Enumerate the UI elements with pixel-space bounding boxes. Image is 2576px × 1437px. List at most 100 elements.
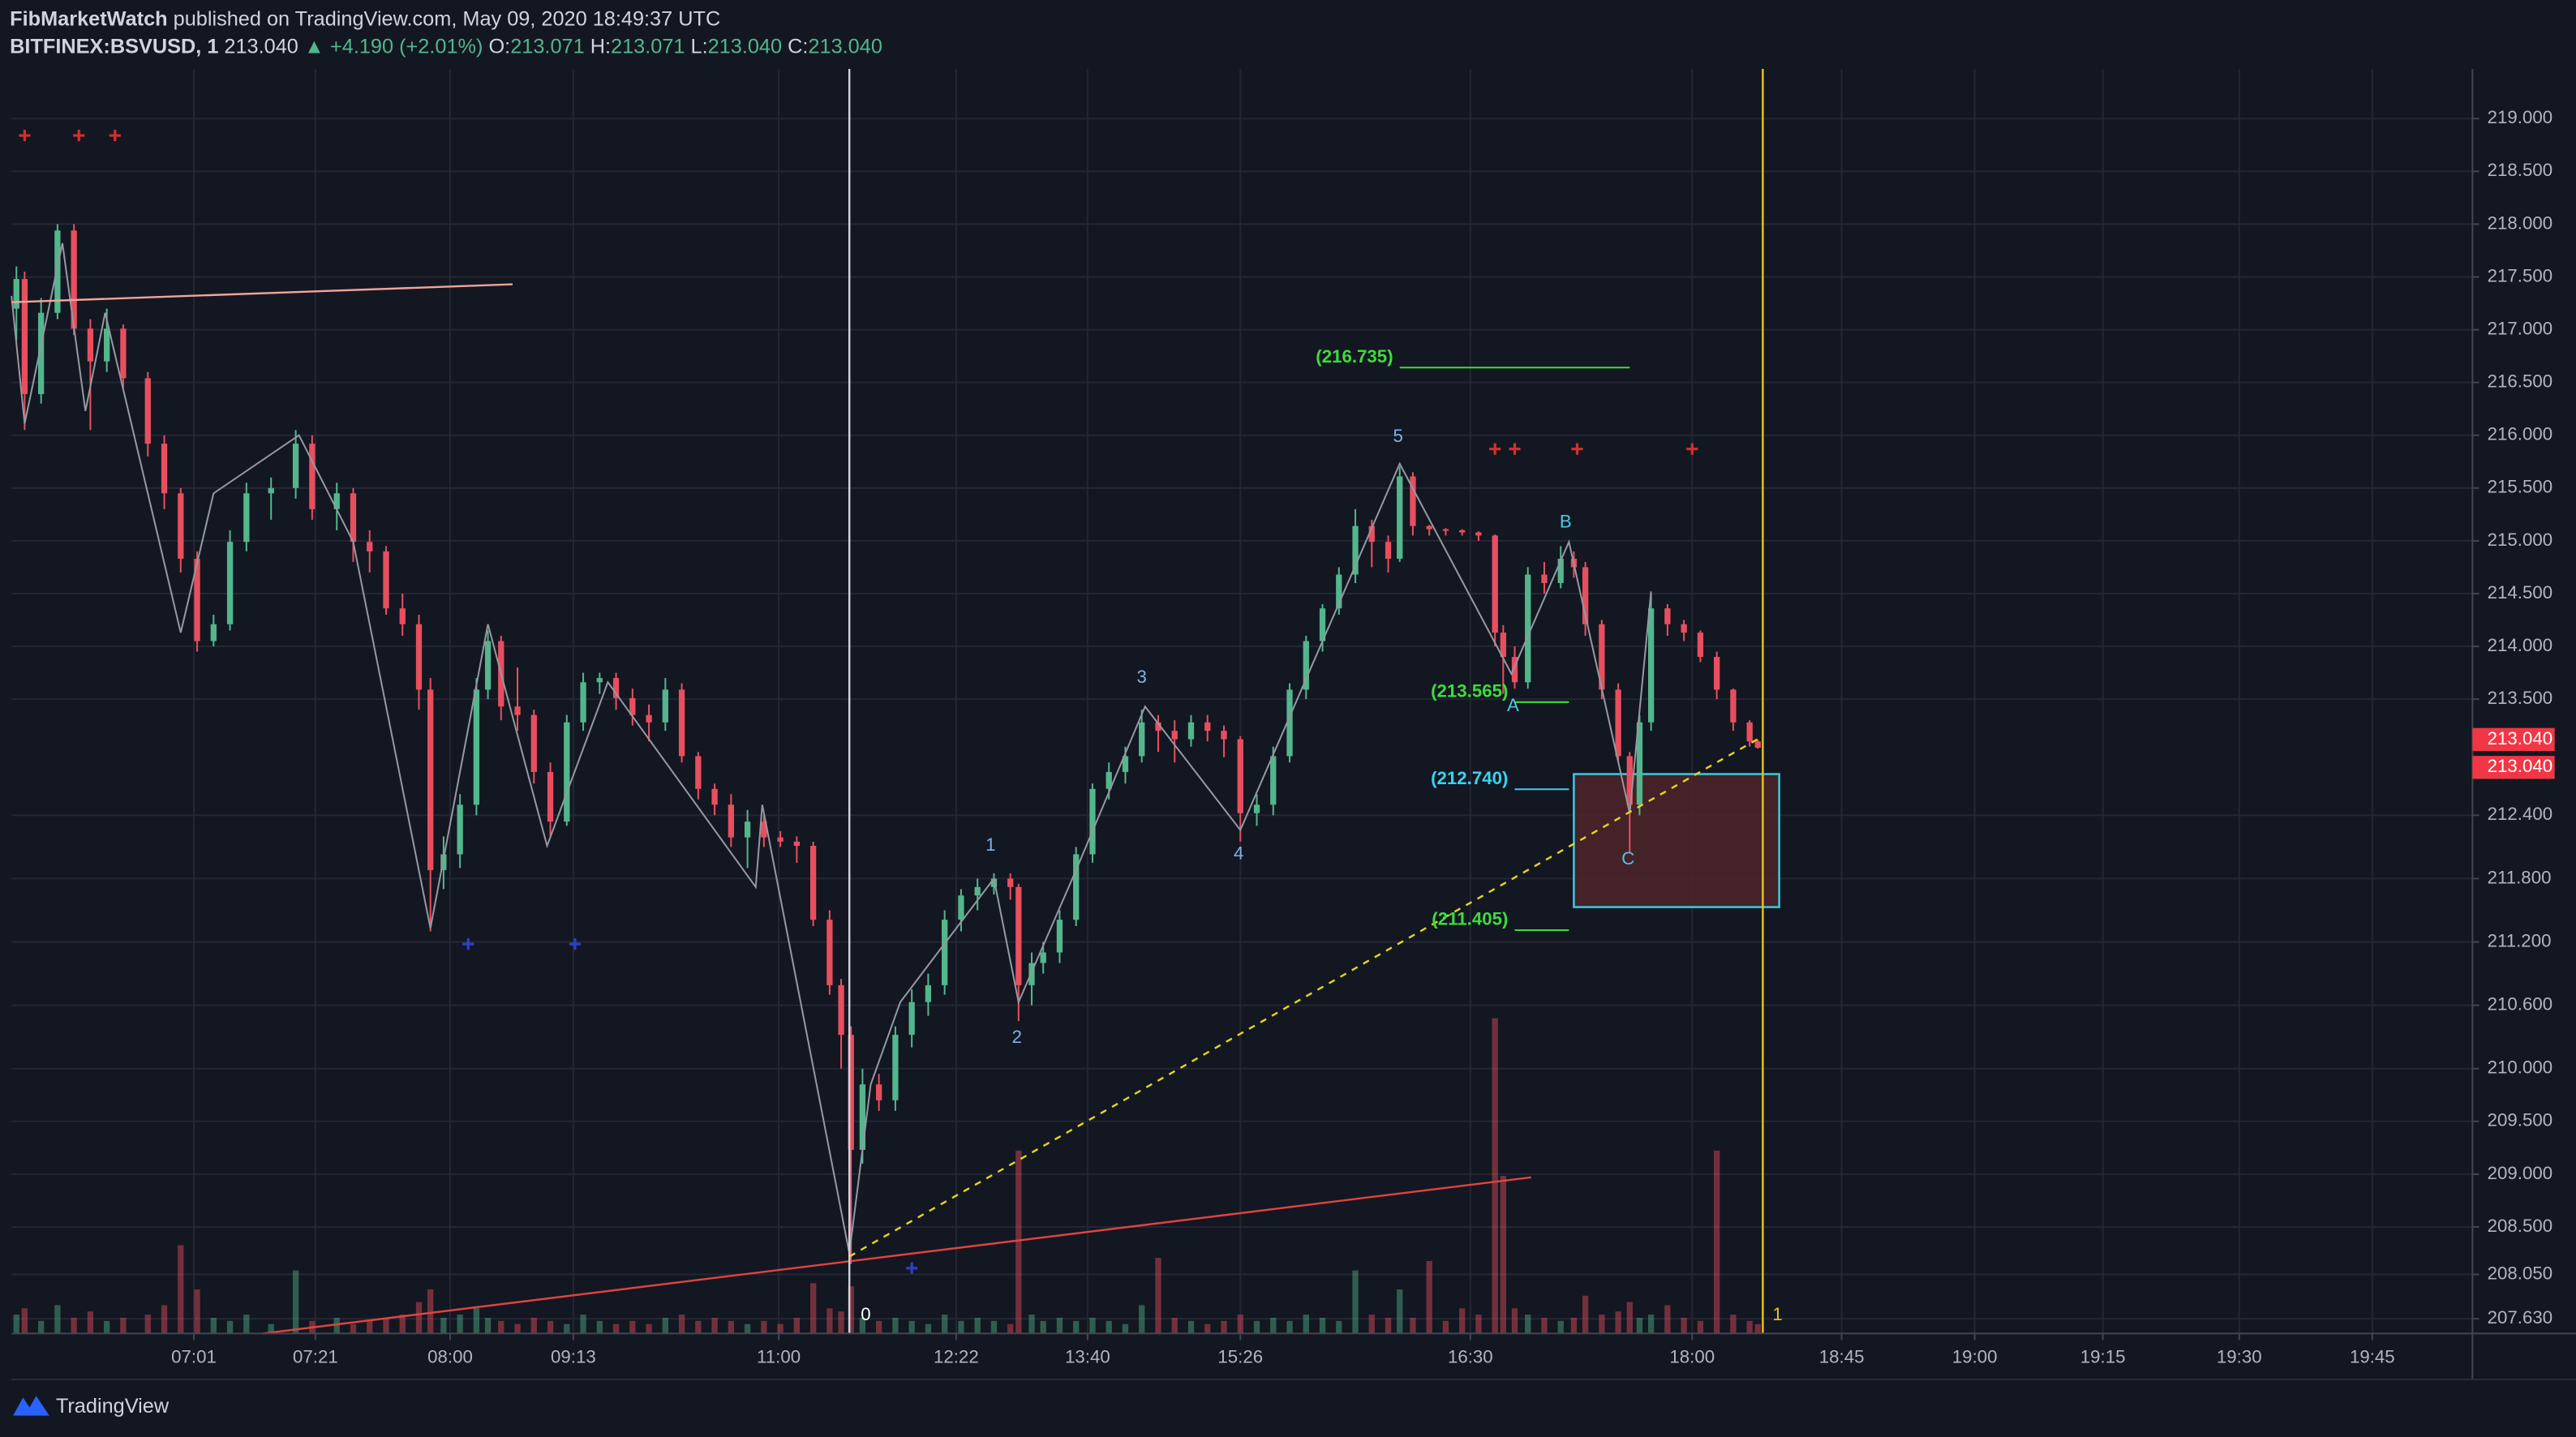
volume-bar: [662, 1317, 668, 1334]
candle-body: [1303, 641, 1309, 690]
candle-body: [580, 682, 586, 723]
volume-bar: [1007, 1323, 1014, 1334]
candle-body: [744, 821, 751, 838]
volume-bar: [1647, 1315, 1655, 1334]
volume-bar: [1221, 1320, 1227, 1334]
zone-box: [1573, 773, 1780, 908]
plot-area: (216.735) (213.565) (212.740) (211.405) 1 2 3 4…: [11, 69, 2473, 1335]
candle-body: [1746, 722, 1753, 742]
x-tick-label: 08:00: [427, 1347, 473, 1367]
volume-bar: [498, 1320, 504, 1334]
x-tick-label: 11:00: [757, 1347, 801, 1367]
volume-bar: [1073, 1320, 1080, 1334]
volume-bar: [695, 1320, 702, 1334]
wave-label: 4: [1234, 843, 1243, 863]
y-tick-label: 216.000: [2488, 424, 2553, 444]
y-tick-label: 209.000: [2488, 1163, 2553, 1183]
volume-bar: [1730, 1315, 1737, 1334]
brand-logo: TradingView: [13, 1395, 170, 1418]
candle-body: [1410, 476, 1416, 526]
trend-line: [848, 736, 1762, 1258]
volume-bar: [54, 1305, 61, 1334]
x-tick-label: 12:22: [934, 1347, 979, 1367]
volume-bar: [793, 1317, 801, 1334]
candle-body: [1426, 525, 1432, 530]
volume-bar: [333, 1317, 340, 1334]
y-tick-label: 214.000: [2488, 635, 2553, 655]
volume-bar: [1475, 1315, 1482, 1334]
volume-bar: [210, 1317, 217, 1334]
volume-bar: [1626, 1302, 1633, 1334]
candle-body: [1368, 525, 1375, 543]
volume-bar: [367, 1320, 373, 1334]
change: ▲ +4.190 (+2.01%): [304, 35, 483, 58]
volume-bar: [87, 1311, 94, 1334]
ohlc-key: H:: [590, 35, 611, 58]
volume-bar: [383, 1317, 389, 1334]
candle-body: [629, 697, 636, 715]
volume-bar: [711, 1317, 718, 1334]
candle-body: [942, 920, 948, 985]
candle-body: [350, 493, 357, 543]
volume-bar: [1746, 1320, 1753, 1334]
candle-body: [1270, 756, 1277, 805]
volume-bar: [678, 1315, 685, 1334]
candle-body: [144, 378, 151, 444]
candle-body: [678, 689, 685, 757]
candle-body: [1557, 559, 1564, 583]
volume-bar: [1599, 1315, 1605, 1334]
volume-bar: [892, 1317, 899, 1334]
y-tick-label: 217.000: [2488, 318, 2553, 338]
candle-body: [1714, 657, 1720, 690]
candle-body: [484, 641, 492, 690]
ohlc-key: C:: [788, 35, 808, 58]
volume-bar: [1253, 1320, 1260, 1334]
volume-bar: [1615, 1311, 1621, 1334]
volume-bar: [1040, 1320, 1046, 1334]
candle-body: [958, 895, 964, 920]
volume-bar: [876, 1320, 882, 1334]
candle-body: [1681, 624, 1687, 633]
volume-bar: [1204, 1323, 1211, 1334]
volume-bar: [596, 1320, 603, 1334]
y-tick-label: 214.500: [2488, 582, 2553, 603]
volume-bar: [859, 1317, 866, 1334]
volume-bar: [399, 1315, 406, 1334]
candle-body: [333, 493, 340, 509]
plus-marker: [1571, 443, 1583, 455]
volume-bar: [908, 1320, 915, 1334]
candle-body: [1385, 542, 1392, 560]
volume-bar: [71, 1317, 77, 1334]
price-tag: [2472, 727, 2555, 752]
candle-body: [473, 689, 480, 805]
volume-bar: [1442, 1320, 1449, 1334]
volume-bar: [1385, 1317, 1392, 1334]
candle-body: [1697, 633, 1704, 658]
candle-body: [1730, 689, 1737, 723]
candle-body: [564, 722, 570, 822]
candle-body: [1500, 633, 1506, 658]
x-tick-label: 19:15: [2080, 1347, 2126, 1367]
candle-body: [399, 608, 406, 624]
candle-body: [1582, 567, 1589, 624]
y-tick-label: 209.500: [2488, 1110, 2553, 1130]
plus-marker: [109, 129, 121, 142]
trend-line: [11, 283, 513, 303]
volume-bar: [1171, 1317, 1178, 1334]
volume-bar: [1500, 1176, 1506, 1334]
candle-body: [292, 444, 299, 488]
candle-body: [1664, 608, 1671, 624]
y-tick-label: 215.000: [2488, 530, 2553, 550]
candle-body: [925, 984, 932, 1002]
y-tick-label: 208.050: [2488, 1263, 2553, 1283]
fib-label: (216.735): [1316, 346, 1393, 367]
plus-marker: [569, 938, 582, 950]
volume-bar: [104, 1320, 110, 1334]
volume-bar: [1319, 1317, 1326, 1334]
y-tick-label: 207.630: [2488, 1307, 2553, 1328]
candle-body: [892, 1035, 899, 1100]
volume-bar: [350, 1323, 357, 1334]
wave-label: B: [1560, 512, 1572, 532]
candle-body: [974, 886, 981, 896]
volume-bar: [484, 1317, 492, 1334]
